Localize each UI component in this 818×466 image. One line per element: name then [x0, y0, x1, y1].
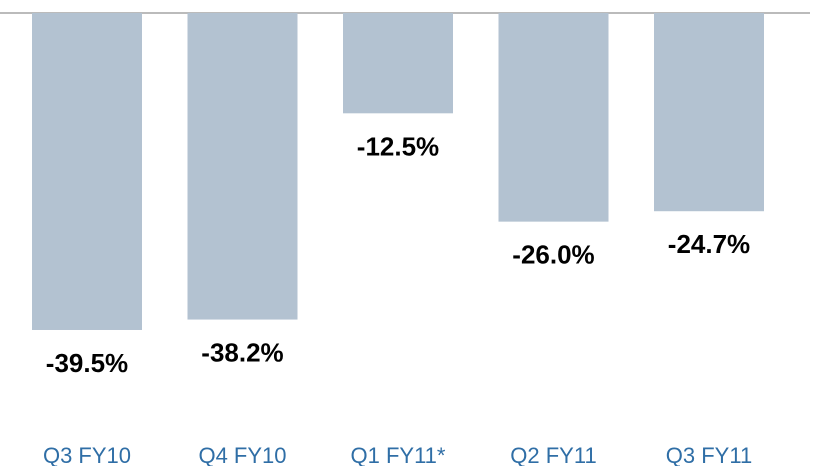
value-label: -38.2%: [201, 338, 283, 368]
bar: [654, 13, 764, 212]
x-tick-label: Q2 FY11: [510, 443, 596, 466]
bar: [187, 13, 298, 320]
value-label: -26.0%: [512, 240, 594, 270]
value-label: -39.5%: [46, 348, 128, 378]
x-tick-label: Q3 FY10: [43, 443, 131, 466]
bar: [498, 13, 609, 222]
x-tick-label: Q4 FY10: [198, 443, 286, 466]
value-label: -12.5%: [357, 131, 439, 161]
value-label: -24.7%: [668, 229, 750, 259]
x-tick-label: Q1 FY11*: [351, 443, 446, 466]
bar: [343, 13, 453, 114]
x-tick-label: Q3 FY11: [666, 443, 752, 466]
bar: [32, 13, 142, 330]
